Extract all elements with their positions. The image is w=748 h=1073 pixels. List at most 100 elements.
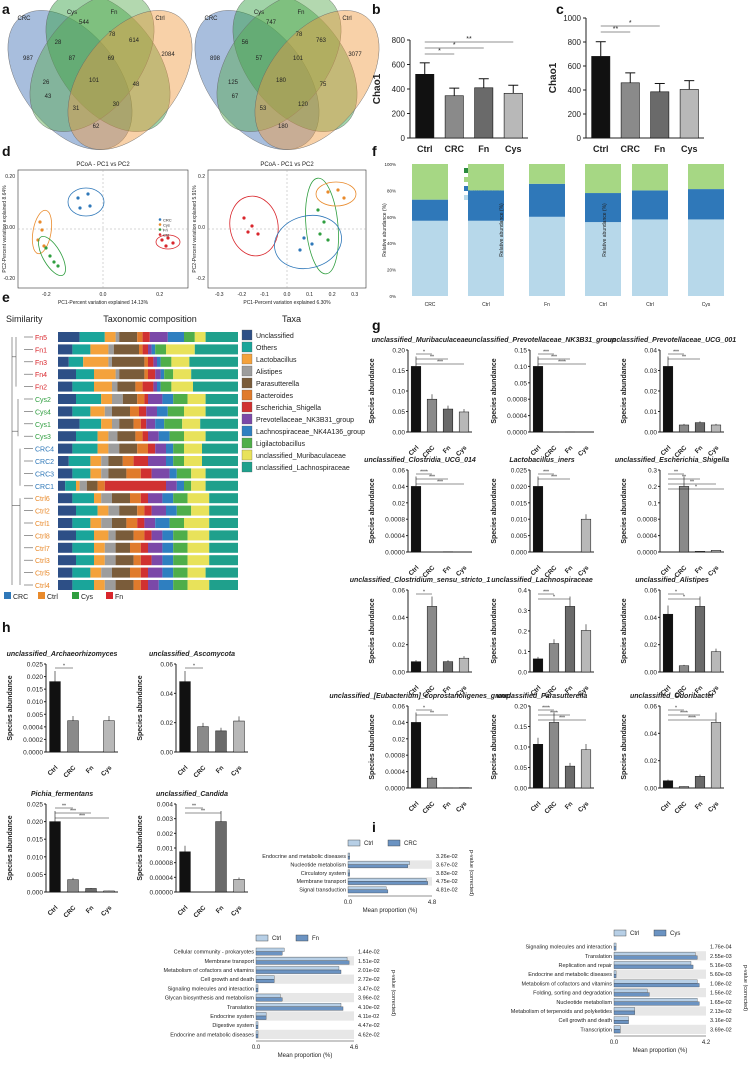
- stacked-segment: [160, 381, 172, 392]
- stacked-segment: [205, 431, 238, 442]
- y-tick-label: 40%: [387, 241, 396, 246]
- x-tick-label: CRC: [192, 904, 207, 919]
- stacked-segment: [94, 369, 116, 380]
- chart-title: unclassified_Muribaculaceae: [372, 337, 469, 344]
- bar-Ctrl: [49, 681, 61, 753]
- x-tick-label: Fn: [442, 800, 453, 811]
- sample-label: Ctrl1: [35, 521, 50, 528]
- y-axis-label: Species abundance: [7, 675, 14, 740]
- y-tick-label: 80%: [387, 188, 396, 193]
- x-tick-label: -0.1: [260, 292, 269, 298]
- pathway-label: Membrane transport: [296, 879, 346, 885]
- kegg-chart-crc: Ctrl CRC Endocrine and metabolic diseases 3…: [262, 839, 474, 914]
- bar-CRC: [620, 82, 640, 139]
- stacked-segment: [112, 493, 130, 504]
- bar-Fn: [694, 422, 706, 433]
- bar-CRC: [67, 879, 79, 893]
- bar-CRC: [426, 606, 438, 673]
- kegg-chart-fn: Ctrl Fn Cellular community - prokaryotes 1.…: [164, 934, 396, 1059]
- bar-Cys: [580, 749, 592, 789]
- stacked-segment: [94, 580, 105, 590]
- stacked-segment: [119, 443, 138, 454]
- plot-title: PCoA - PC1 vs PC2: [76, 162, 130, 168]
- x-tick-label: Fn: [654, 144, 665, 154]
- stacked-segment: [94, 530, 109, 541]
- guild-segment-pathotroph: [529, 164, 565, 184]
- p-value-axis-label: p-value (corrected): [468, 850, 474, 896]
- bar-Fn: [694, 776, 706, 789]
- stacked-segment: [191, 468, 206, 479]
- legend-swatch: [613, 929, 627, 937]
- y-tick-label: 0.1: [648, 500, 657, 507]
- venn-count: 180: [276, 78, 287, 84]
- x-tick-label: Ctrl: [660, 564, 673, 577]
- y-tick-label: 0.0004: [385, 769, 405, 776]
- stacked-segment: [94, 555, 105, 566]
- sig-mark: ****: [688, 716, 696, 722]
- legend-swatch: [464, 186, 470, 191]
- stacked-segment: [151, 555, 163, 566]
- y-axis-label: Species abundance: [621, 478, 628, 543]
- chart-title: unclassified_Clostridia_UCG_014: [364, 457, 476, 464]
- sample-point: [298, 248, 302, 252]
- taxa-swatch: [241, 413, 253, 425]
- stacked-segment: [148, 443, 156, 454]
- venn-count: 67: [232, 94, 239, 100]
- y-tick-label: 0.015: [27, 837, 44, 844]
- panel-letter-h: h: [2, 619, 11, 635]
- stacked-segment: [209, 580, 238, 590]
- y-tick-label: 0.04: [644, 731, 657, 738]
- bar-Ctrl: [410, 486, 422, 553]
- stacked-segment: [130, 493, 141, 504]
- bar-group-a: [255, 947, 285, 952]
- bar-group-a: [613, 1016, 629, 1021]
- sample-point: [86, 192, 90, 196]
- stacked-segment: [72, 493, 94, 504]
- y-tick-label: 0.015: [511, 500, 528, 507]
- guild-segment-pathotroph: [468, 164, 504, 191]
- p-value-label: 3.16e-02: [710, 1018, 732, 1024]
- stacked-segment: [133, 580, 141, 590]
- p-value-label: 4.10e-02: [358, 1005, 380, 1011]
- stacked-segment: [173, 369, 192, 380]
- stacked-segment: [104, 542, 116, 553]
- y-tick-label: 0.00: [514, 786, 527, 793]
- bar-Ctrl: [662, 366, 674, 433]
- x-tick-label: Ctrl: [599, 302, 607, 308]
- stacked-segment: [155, 418, 165, 429]
- bar-group-b: [613, 946, 617, 951]
- guild-segment-saprotroph: [468, 220, 504, 296]
- stacked-segment: [115, 530, 134, 541]
- bar-group-a: [613, 970, 617, 975]
- bar-Cys: [103, 890, 115, 893]
- stacked-segment: [158, 580, 174, 590]
- venn-count: 53: [260, 106, 267, 112]
- chart-title: unclassified_Alistipes: [635, 577, 709, 584]
- stacked-segment: [205, 394, 238, 404]
- sample-point: [318, 232, 322, 236]
- guild-segment-pathotroph: [688, 164, 724, 190]
- bar-group-a: [347, 878, 427, 882]
- bar-Ctrl: [410, 661, 422, 673]
- y-tick-label: 0.3: [648, 468, 657, 475]
- x-tick-label: Cys: [100, 904, 114, 918]
- bar-CRC: [548, 722, 560, 789]
- venn-count: 987: [23, 56, 34, 62]
- confidence-ellipse: [305, 177, 339, 275]
- stacked-segment: [194, 344, 238, 355]
- sig-mark: ***: [551, 475, 557, 481]
- stacked-segment: [90, 456, 102, 466]
- sig-mark: *: [675, 590, 677, 596]
- stacked-segment: [83, 356, 109, 367]
- stacked-segment: [72, 518, 91, 528]
- sig-mark: **: [62, 804, 66, 810]
- bar-CRC: [444, 95, 464, 139]
- x-tick-label: Ctrl: [408, 444, 421, 457]
- stacked-segment: [187, 555, 210, 566]
- taxa-label: Bacteroides: [256, 393, 293, 400]
- bar-Ctrl: [532, 366, 544, 433]
- stacked-segment: [101, 493, 112, 504]
- p-value-label: 5.16e-03: [710, 963, 732, 969]
- chart-title: unclassified_[Eubacterium]_coprostanolig…: [329, 693, 511, 700]
